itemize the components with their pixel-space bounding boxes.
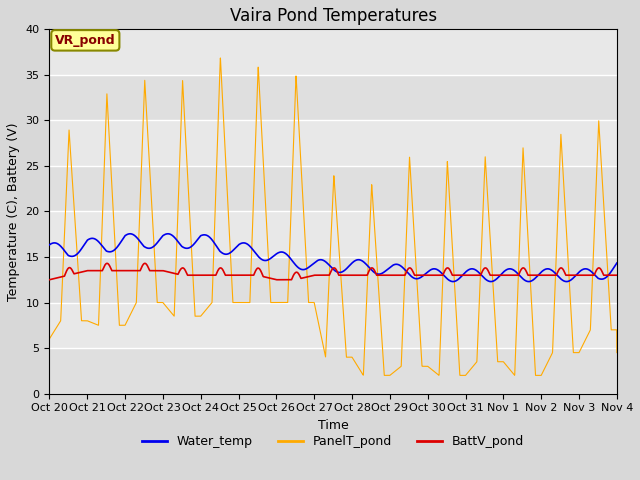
Bar xyxy=(49,166,617,211)
Text: VR_pond: VR_pond xyxy=(55,34,116,47)
Y-axis label: Temperature (C), Battery (V): Temperature (C), Battery (V) xyxy=(7,122,20,300)
Bar xyxy=(49,75,617,120)
X-axis label: Time: Time xyxy=(317,419,349,432)
Bar xyxy=(49,348,617,394)
Legend: Water_temp, PanelT_pond, BattV_pond: Water_temp, PanelT_pond, BattV_pond xyxy=(137,430,529,453)
Bar xyxy=(49,257,617,302)
Title: Vaira Pond Temperatures: Vaira Pond Temperatures xyxy=(230,7,436,25)
